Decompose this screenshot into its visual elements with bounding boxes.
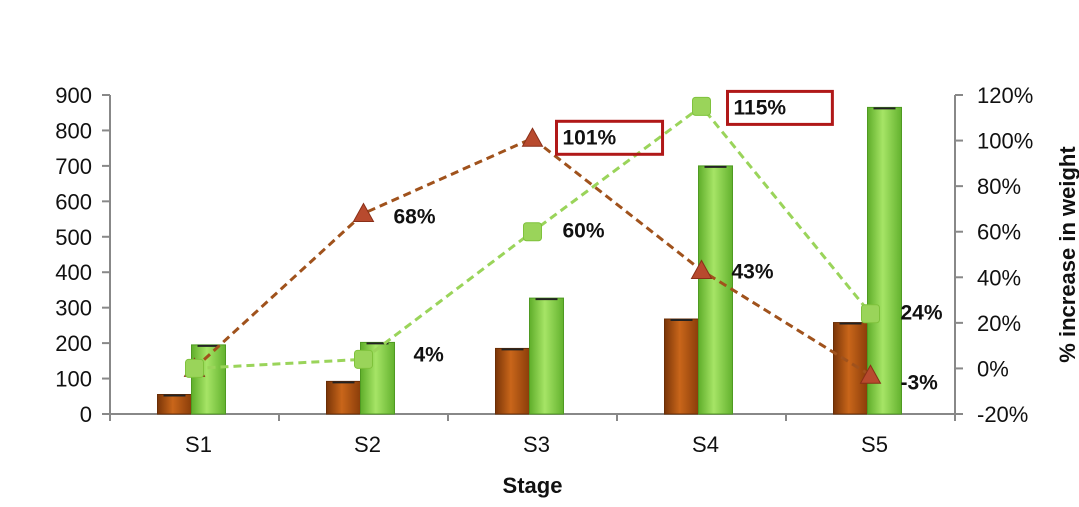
- point-label: 60%: [563, 220, 605, 243]
- x-tick-label: S5: [861, 432, 888, 457]
- bar-orange: [833, 322, 868, 415]
- bar-green: [698, 165, 733, 415]
- y-tick-label: 900: [55, 83, 92, 108]
- y2-tick-label: 0%: [977, 356, 1009, 381]
- y2-tick-label: 80%: [977, 174, 1021, 199]
- x-tick-label: S1: [185, 432, 212, 457]
- marker-triangle: [352, 202, 375, 222]
- bar-green: [360, 341, 395, 415]
- y-tick-label: 0: [80, 402, 92, 427]
- x-tick-label: S3: [523, 432, 550, 457]
- y-tick-label: 200: [55, 331, 92, 356]
- x-axis-title: Stage: [503, 473, 563, 498]
- y2-tick-label: 20%: [977, 311, 1021, 336]
- x-tick-label: S2: [354, 432, 381, 457]
- y2-tick-label: 120%: [977, 83, 1033, 108]
- bars: [157, 106, 902, 415]
- y2-tick-label: 40%: [977, 265, 1021, 290]
- highlight-box: [726, 89, 834, 126]
- y2-tick-label: -20%: [977, 402, 1028, 427]
- marker-square: [861, 304, 880, 324]
- bar-orange: [157, 394, 192, 415]
- y-tick-label: 400: [55, 260, 92, 285]
- y-tick-label: 800: [55, 118, 92, 143]
- labels: 68% 101% 43% -3% 4% 60% 115% 24%: [394, 89, 943, 394]
- axes: 0 100 200 300 400 500 600 700 800 900 -20% 0% 20% 40%…: [55, 83, 1079, 498]
- point-label: 101%: [563, 126, 617, 149]
- point-label: 43%: [732, 260, 774, 283]
- point-label: 68%: [394, 205, 436, 228]
- marker-triangle: [859, 364, 882, 384]
- bar-orange: [664, 318, 699, 415]
- lines: [183, 96, 882, 384]
- x-tick-label: S4: [692, 432, 719, 457]
- marker-square: [692, 96, 711, 116]
- marker-square: [354, 349, 373, 369]
- y2-tick-label: 100%: [977, 129, 1033, 154]
- marker-triangle: [690, 259, 713, 279]
- point-label: 4%: [414, 343, 445, 366]
- y-tick-label: 100: [55, 367, 92, 392]
- y2-axis-title: % increase in weight: [1055, 146, 1079, 363]
- bar-orange: [326, 380, 361, 415]
- bar-green: [529, 297, 564, 415]
- bar-orange: [495, 347, 530, 415]
- marker-square: [523, 222, 542, 242]
- point-label: 115%: [734, 96, 787, 119]
- y-tick-label: 600: [55, 189, 92, 214]
- marker-triangle: [521, 127, 544, 147]
- highlight-box: [555, 119, 665, 156]
- y-tick-label: 500: [55, 225, 92, 250]
- y-tick-label: 300: [55, 296, 92, 321]
- line-triangle: [193, 136, 872, 377]
- y-tick-label: 700: [55, 154, 92, 179]
- bar-green: [867, 106, 902, 415]
- marker-square: [185, 358, 204, 378]
- point-label: 24%: [901, 302, 943, 325]
- y2-tick-label: 60%: [977, 220, 1021, 245]
- point-label: -3%: [901, 371, 939, 394]
